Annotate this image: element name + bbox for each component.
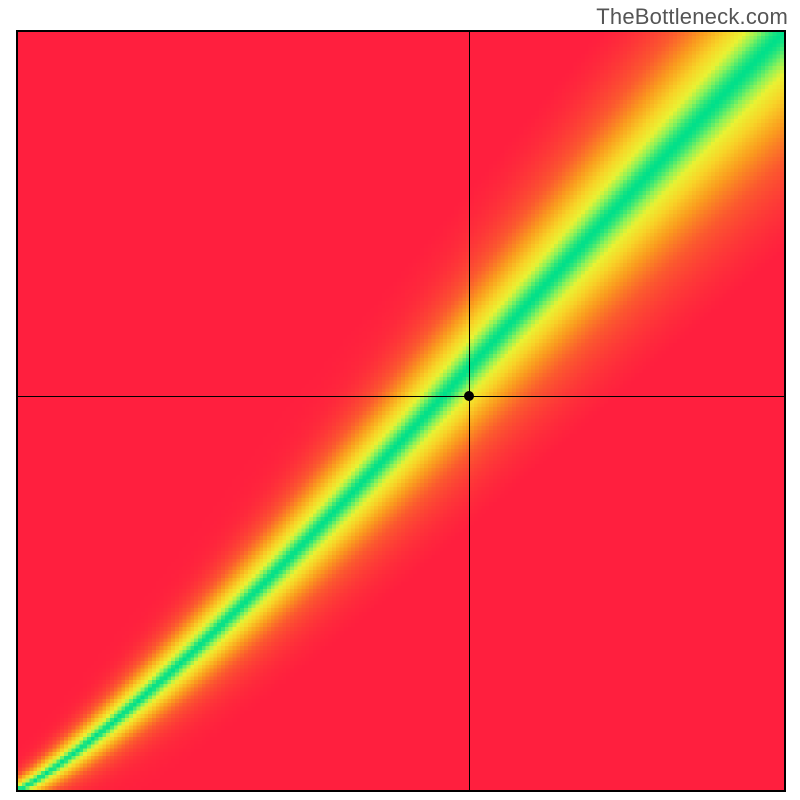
watermark-text: TheBottleneck.com xyxy=(596,4,788,30)
selection-marker-dot xyxy=(464,391,474,401)
crosshair-horizontal xyxy=(18,396,784,397)
crosshair-vertical xyxy=(469,32,470,790)
heatmap-canvas xyxy=(18,32,784,790)
bottleneck-heatmap-plot xyxy=(16,30,786,792)
